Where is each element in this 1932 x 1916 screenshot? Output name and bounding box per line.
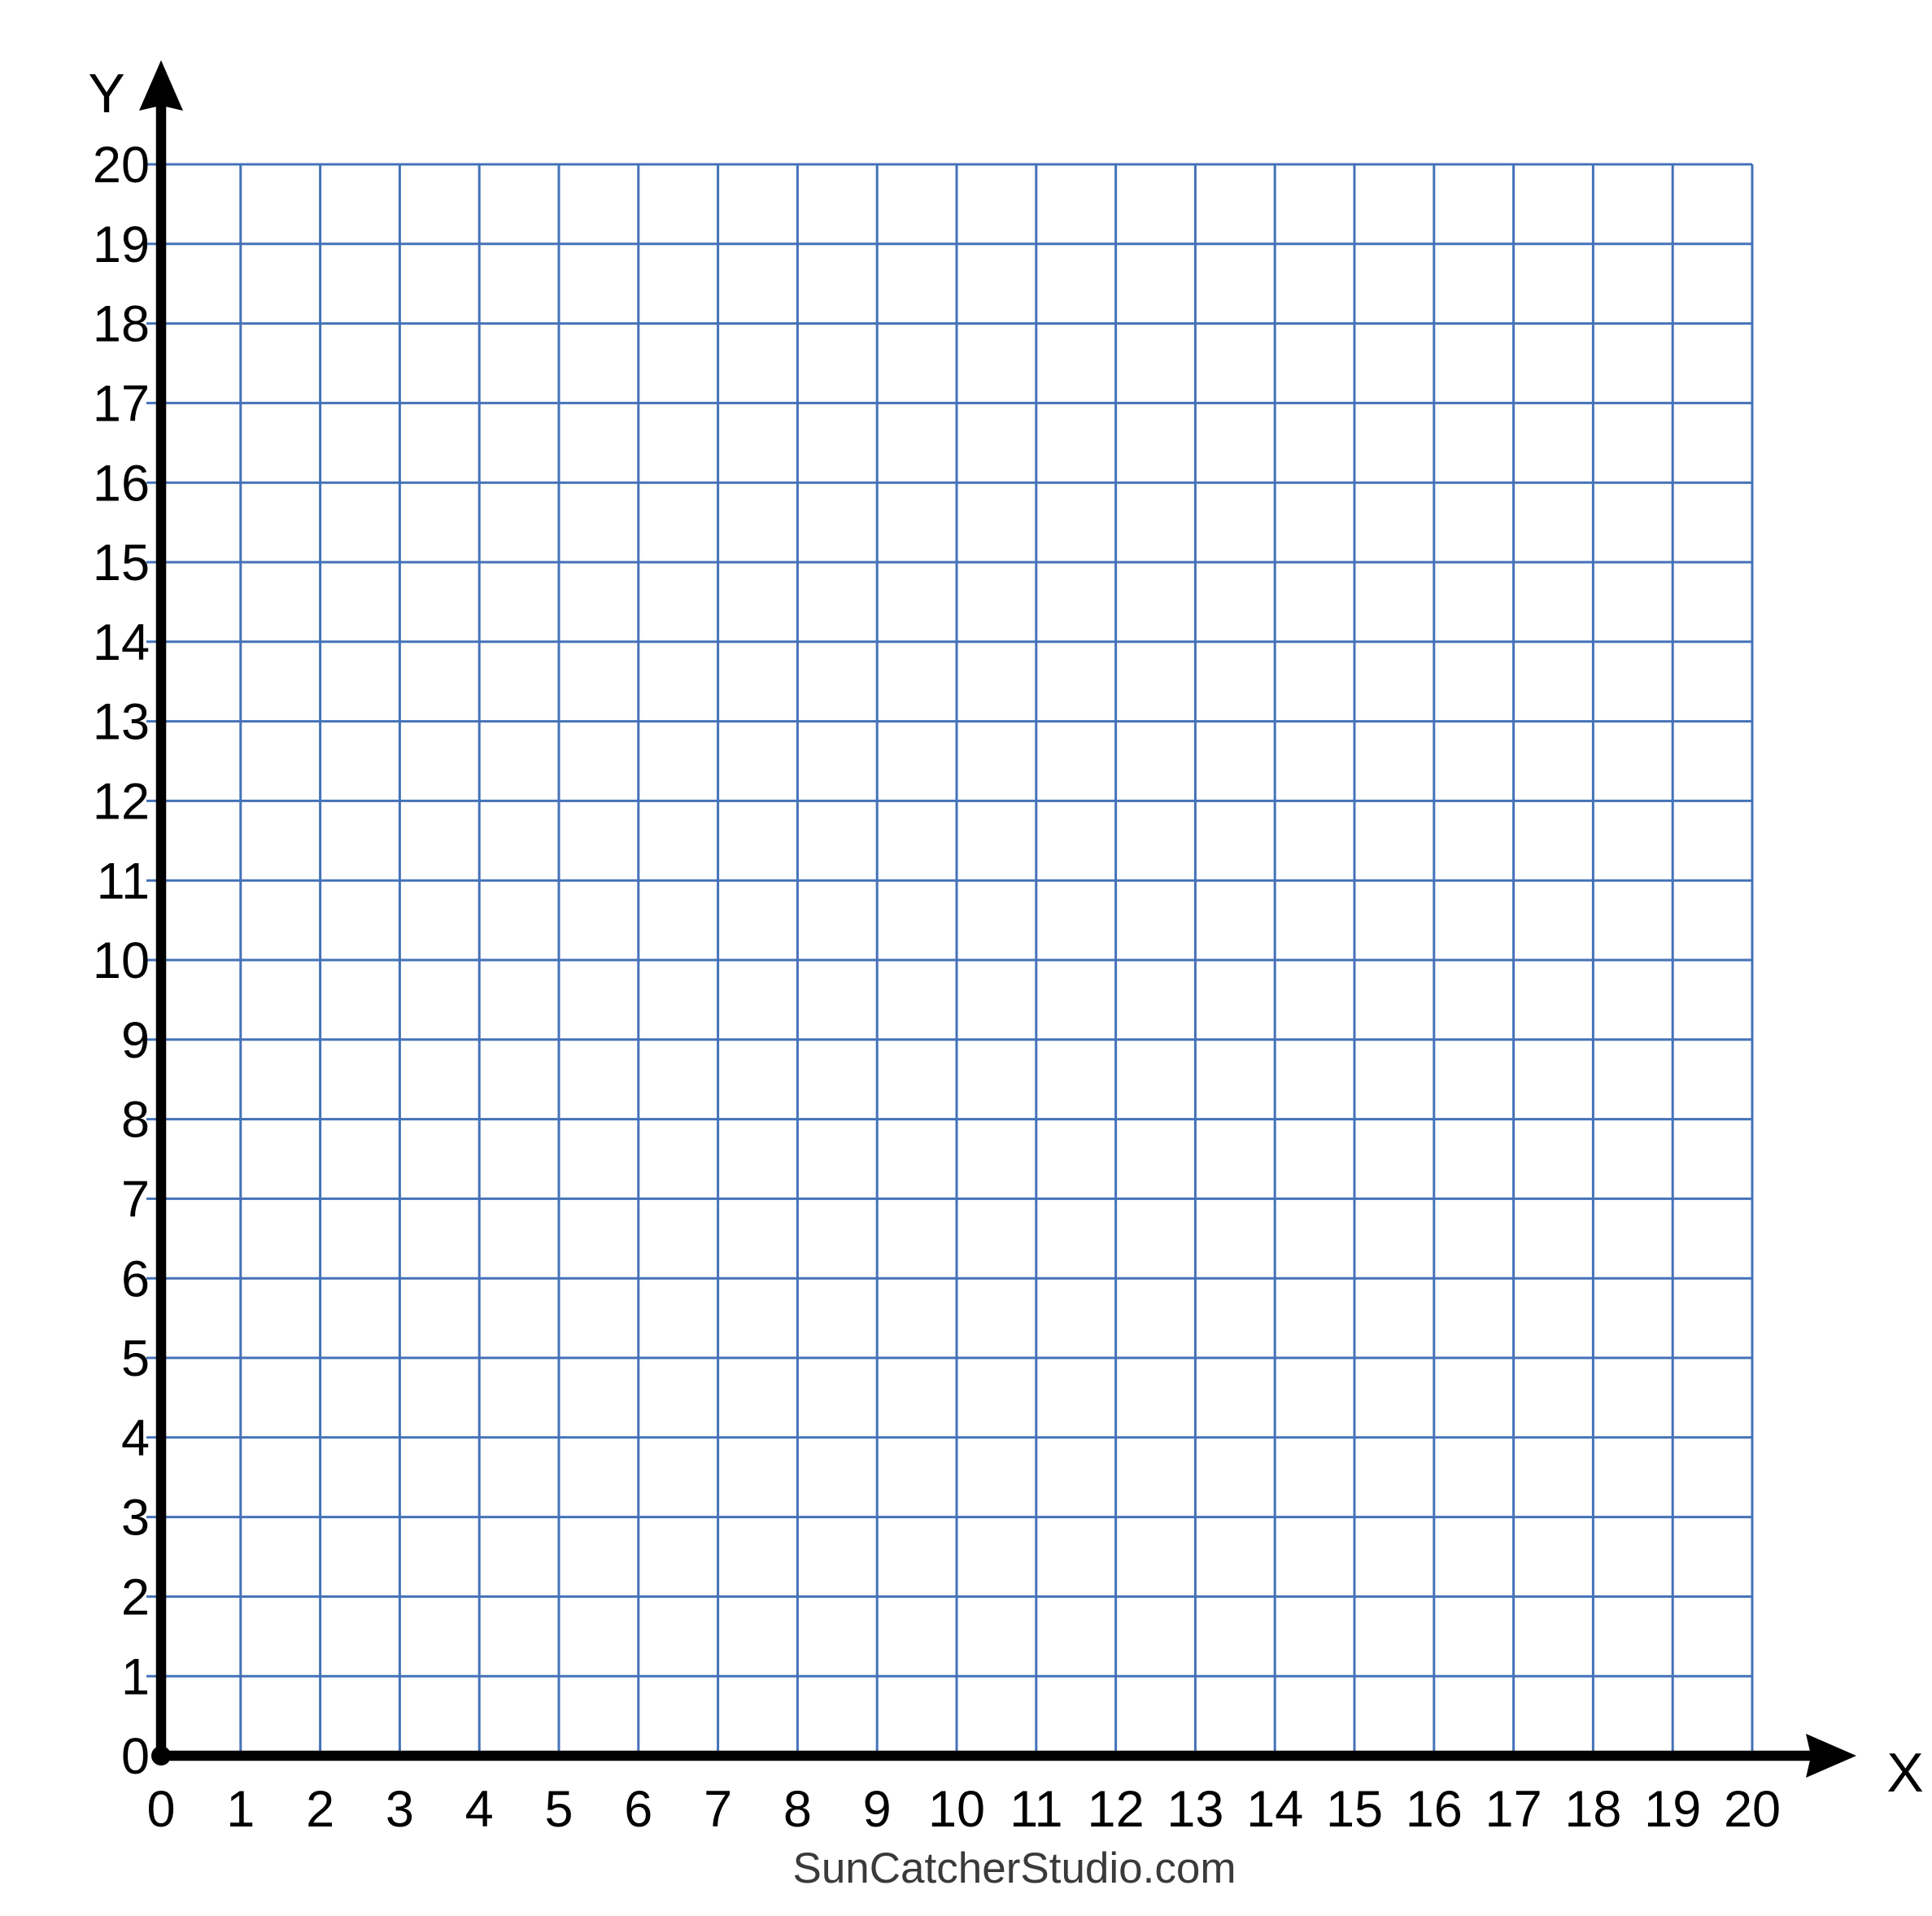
- svg-text:X: X: [1886, 1742, 1923, 1804]
- svg-text:13: 13: [93, 694, 150, 751]
- svg-text:14: 14: [1246, 1781, 1303, 1838]
- svg-text:6: 6: [121, 1250, 150, 1307]
- svg-text:2: 2: [121, 1569, 150, 1626]
- svg-text:13: 13: [1167, 1781, 1223, 1838]
- svg-text:12: 12: [93, 773, 150, 830]
- svg-text:17: 17: [1485, 1781, 1542, 1838]
- svg-text:14: 14: [93, 614, 150, 671]
- svg-text:16: 16: [1406, 1781, 1463, 1838]
- svg-text:1: 1: [121, 1648, 150, 1705]
- svg-text:18: 18: [93, 296, 150, 353]
- svg-text:Y: Y: [88, 63, 124, 124]
- svg-text:7: 7: [121, 1171, 150, 1228]
- svg-text:0: 0: [121, 1728, 150, 1785]
- svg-text:9: 9: [863, 1781, 892, 1838]
- svg-text:SunCatcherStudio.com: SunCatcherStudio.com: [792, 1844, 1236, 1892]
- svg-text:19: 19: [93, 216, 150, 273]
- svg-text:16: 16: [93, 455, 150, 512]
- svg-text:19: 19: [1644, 1781, 1701, 1838]
- svg-text:0: 0: [146, 1781, 175, 1838]
- svg-text:1: 1: [226, 1781, 255, 1838]
- svg-text:20: 20: [93, 137, 150, 194]
- svg-text:4: 4: [465, 1781, 494, 1838]
- svg-text:2: 2: [306, 1781, 334, 1838]
- svg-text:8: 8: [783, 1781, 812, 1838]
- svg-text:5: 5: [544, 1781, 573, 1838]
- svg-text:17: 17: [93, 375, 150, 432]
- svg-text:11: 11: [97, 853, 150, 910]
- svg-text:5: 5: [121, 1330, 150, 1387]
- svg-text:20: 20: [1724, 1781, 1781, 1838]
- svg-text:10: 10: [93, 932, 150, 989]
- svg-text:11: 11: [1010, 1781, 1062, 1838]
- svg-text:18: 18: [1564, 1781, 1621, 1838]
- svg-text:15: 15: [1326, 1781, 1383, 1838]
- svg-text:3: 3: [121, 1490, 150, 1547]
- svg-text:12: 12: [1088, 1781, 1145, 1838]
- svg-text:10: 10: [928, 1781, 985, 1838]
- svg-text:8: 8: [121, 1092, 150, 1149]
- svg-text:7: 7: [704, 1781, 732, 1838]
- svg-text:9: 9: [121, 1012, 150, 1069]
- svg-text:4: 4: [121, 1410, 150, 1467]
- svg-text:15: 15: [93, 535, 150, 591]
- svg-text:6: 6: [624, 1781, 652, 1838]
- svg-text:3: 3: [386, 1781, 414, 1838]
